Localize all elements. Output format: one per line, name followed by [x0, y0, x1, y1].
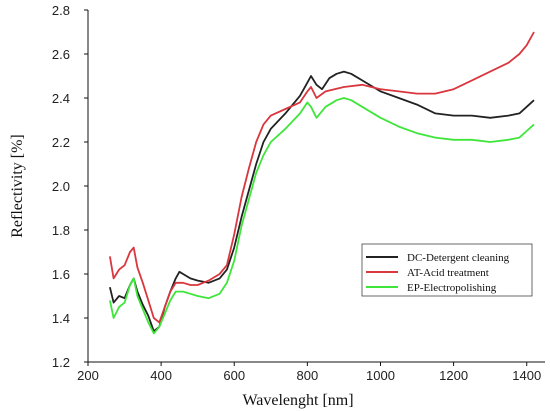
- y-tick-label: 2.0: [52, 179, 70, 194]
- legend-label-ep: EP-Electropolishing: [407, 282, 497, 294]
- series-line-ep: [109, 97, 535, 335]
- y-tick-label: 1.4: [52, 311, 70, 326]
- legend: DC-Detergent cleaning AT-Acid treatment …: [361, 243, 533, 297]
- x-tick-label: 1200: [439, 368, 468, 383]
- y-tick-label: 1.6: [52, 267, 70, 282]
- y-tick-label: 2.8: [52, 3, 70, 18]
- x-tick-label: 600: [223, 368, 245, 383]
- x-tick-label: 200: [77, 368, 99, 383]
- y-tick-label: 2.6: [52, 47, 70, 62]
- y-tick-label: 1.8: [52, 223, 70, 238]
- x-tick-label: 1400: [512, 368, 541, 383]
- series-line-at: [109, 31, 535, 324]
- legend-label-at: AT-Acid treatment: [407, 267, 489, 279]
- legend-label-dc: DC-Detergent cleaning: [407, 252, 510, 264]
- y-axis-ticks: 1.2 1.4 1.6 1.8 2.0 2.2 2.4 2.6 2.8: [52, 3, 88, 370]
- x-axis-title: Wavelenght [nm]: [242, 392, 353, 409]
- y-tick-label: 2.2: [52, 135, 70, 150]
- x-tick-label: 800: [297, 368, 319, 383]
- x-tick-label: 1000: [366, 368, 395, 383]
- y-tick-label: 1.2: [52, 355, 70, 370]
- series-lines: [109, 31, 535, 335]
- y-axis-title: Reflectivity [%]: [9, 134, 26, 238]
- y-tick-label: 2.4: [52, 91, 70, 106]
- x-tick-label: 400: [150, 368, 172, 383]
- series-line-dc: [109, 70, 535, 333]
- x-axis-ticks: 200 400 600 800 1000 1200 1400: [77, 362, 541, 383]
